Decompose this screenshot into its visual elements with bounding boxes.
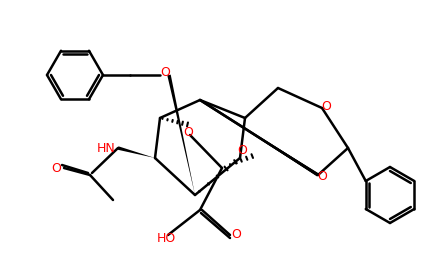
- Text: O: O: [237, 144, 247, 157]
- Text: O: O: [160, 66, 170, 79]
- Text: O: O: [183, 126, 193, 140]
- Text: O: O: [321, 100, 331, 113]
- Text: O: O: [51, 162, 61, 175]
- Text: O: O: [317, 171, 327, 184]
- Text: HN: HN: [97, 141, 116, 154]
- Polygon shape: [167, 75, 195, 195]
- Polygon shape: [200, 100, 319, 177]
- Text: O: O: [231, 228, 241, 242]
- Text: HO: HO: [156, 233, 176, 246]
- Polygon shape: [117, 146, 155, 158]
